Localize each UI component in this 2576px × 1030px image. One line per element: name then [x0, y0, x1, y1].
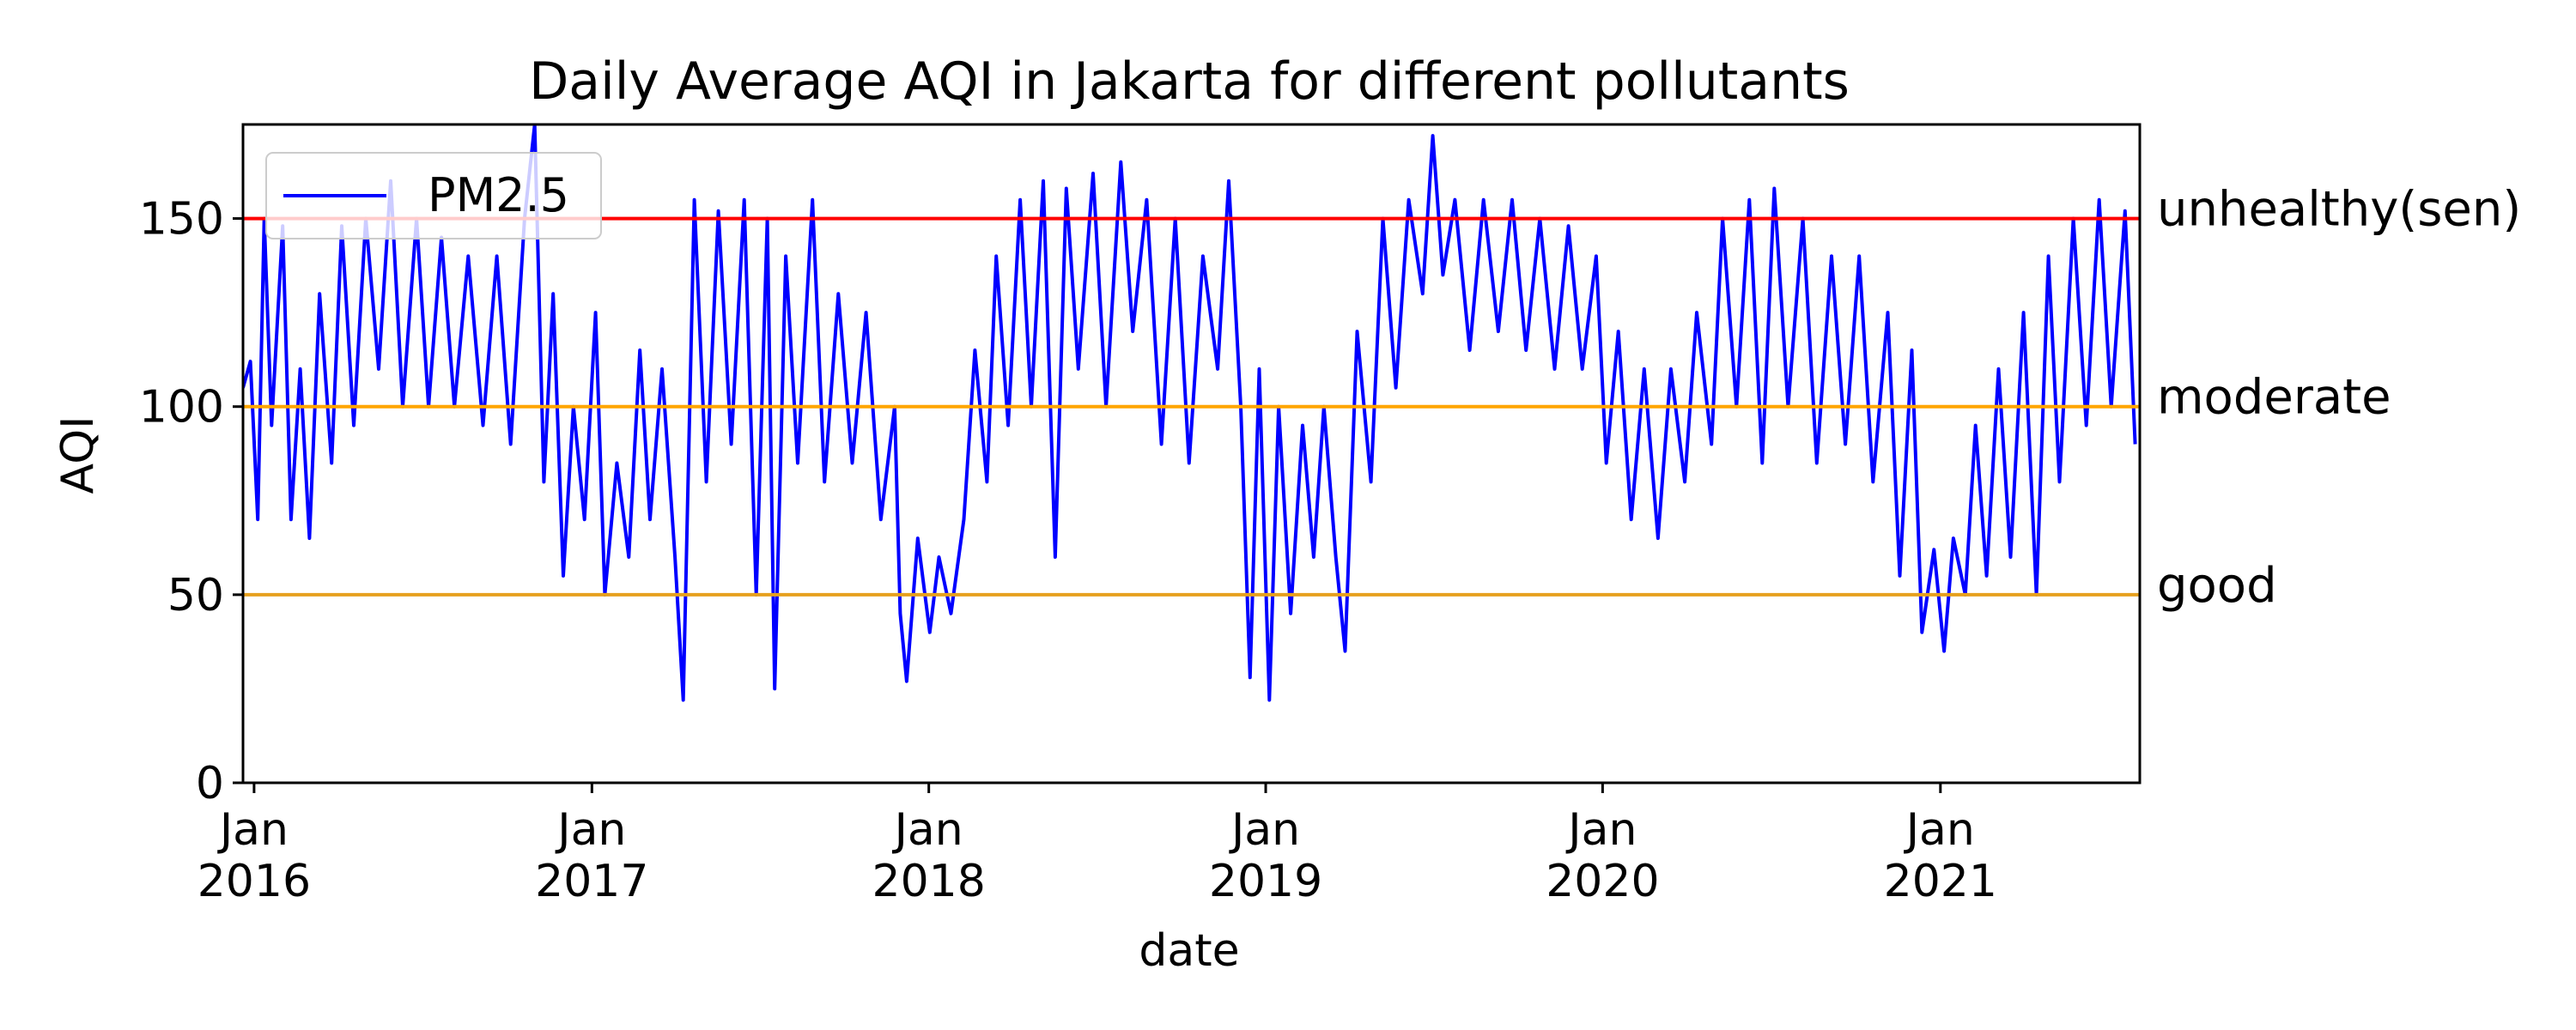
x-tick-year: 2021: [1884, 856, 1997, 907]
y-axis-label: AQI: [52, 416, 104, 494]
x-tick-year: 2016: [197, 856, 311, 907]
x-tick-year: 2017: [535, 856, 648, 907]
y-tick-label: 50: [167, 570, 224, 621]
y-tick-label: 150: [139, 194, 224, 245]
x-tick-year: 2020: [1546, 856, 1659, 907]
series-line-0: [243, 124, 2137, 702]
plot-frame: [241, 123, 2142, 785]
x-tick-month: Jan: [217, 804, 289, 856]
y-tick-label: 0: [196, 758, 224, 809]
chart-title: Daily Average AQI in Jakarta for differe…: [529, 52, 1850, 112]
x-tick-year: 2018: [872, 856, 986, 907]
x-tick-month: Jan: [1229, 804, 1300, 856]
x-tick-month: Jan: [1904, 804, 1975, 856]
reference-label: unhealthy(sen): [2157, 182, 2521, 238]
x-axis-label: date: [1139, 925, 1239, 977]
y-tick-label: 100: [139, 382, 224, 433]
reference-label: good: [2157, 558, 2277, 614]
x-tick-year: 2019: [1209, 856, 1322, 907]
legend-box: [265, 152, 602, 239]
plot-area: unhealthy(sen)moderategood050100150Jan20…: [139, 123, 2521, 907]
x-tick-month: Jan: [1565, 804, 1637, 856]
reference-label: moderate: [2157, 370, 2391, 426]
x-tick-month: Jan: [892, 804, 963, 856]
legend-label: PM2.5: [428, 168, 569, 222]
x-tick-month: Jan: [555, 804, 626, 856]
